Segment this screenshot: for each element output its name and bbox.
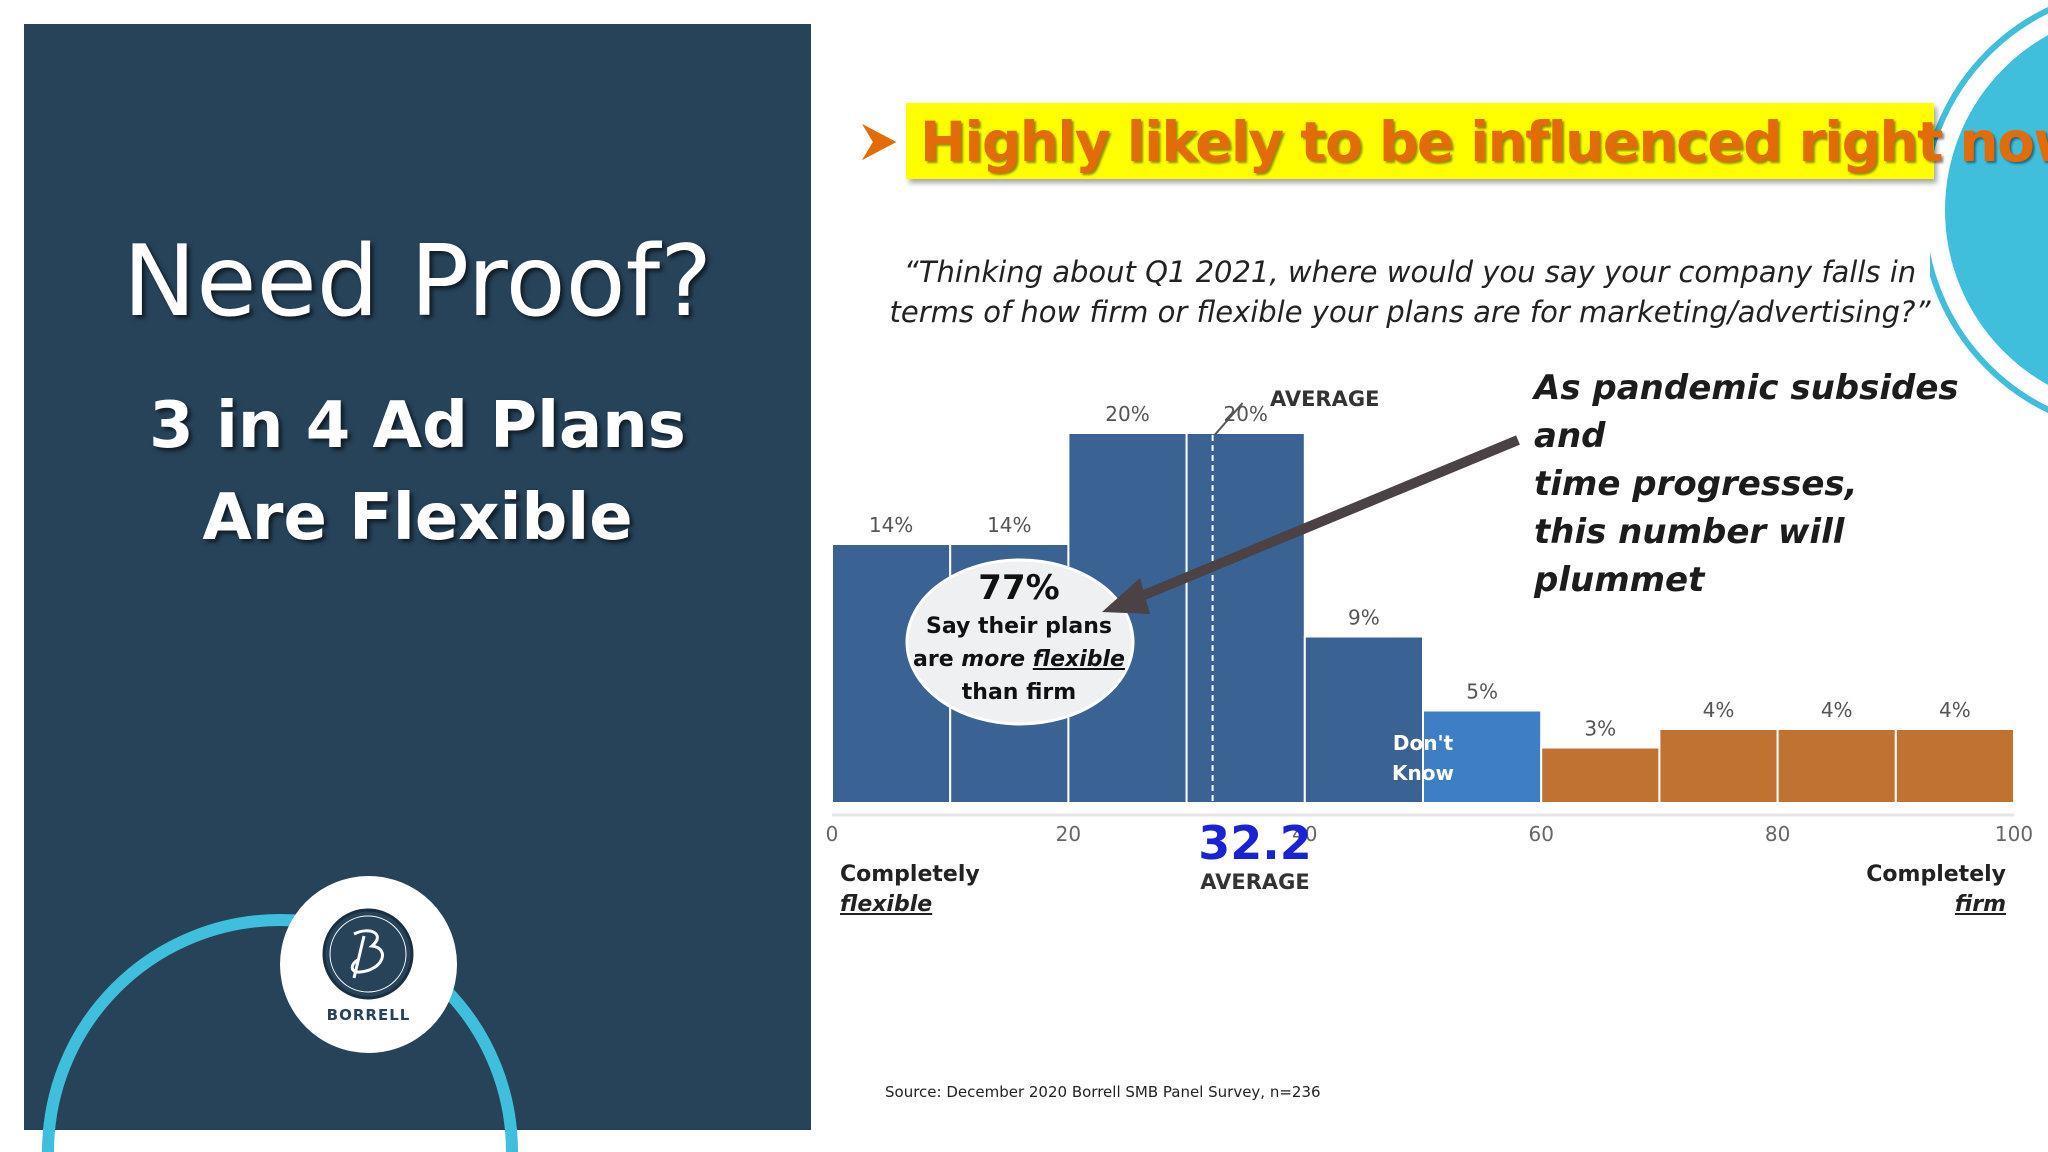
x-tick-4: 80: [1765, 822, 1790, 846]
slide-title: Need Proof?: [122, 225, 713, 339]
x-tick-0: 0: [826, 822, 839, 846]
x-tick-5: 100: [1995, 822, 2033, 846]
survey-question: “Thinking about Q1 2021, where would you…: [860, 252, 1960, 332]
headline-highlight: [906, 103, 1934, 179]
bar-label-8: 4%: [1821, 698, 1853, 722]
left-end-line-2: flexible: [840, 892, 933, 917]
bar-label-7: 4%: [1703, 698, 1735, 722]
summary-oval: [905, 558, 1135, 726]
left-end-line-1: Completely: [840, 862, 980, 887]
cyan-circle: [1945, 35, 2048, 385]
oval-line-1: Say their plans: [925, 614, 1113, 639]
callout-line-3: this number will plummet: [1534, 512, 1845, 600]
average-label-bottom: AVERAGE: [1200, 870, 1310, 894]
x-tick-1: 20: [1056, 822, 1081, 846]
bar-label-9: 4%: [1939, 698, 1971, 722]
bar-8: [1776, 728, 1897, 804]
average-value: 32.2: [1198, 816, 1312, 870]
decorative-arc-left: [42, 914, 518, 1152]
arrow-bullet-icon: [857, 120, 900, 164]
callout-arrow-head: [1102, 578, 1150, 614]
dont-know-line-1: Don't: [1392, 731, 1454, 755]
bar-label-2: 20%: [1105, 402, 1149, 426]
bar-label-0: 14%: [869, 513, 913, 537]
cyan-arc: [42, 914, 518, 1152]
bar-4: [1303, 635, 1425, 804]
bar-6: [1540, 746, 1661, 804]
dont-know-line-2: Know: [1392, 761, 1454, 785]
bar-label-4: 9%: [1348, 606, 1380, 630]
oval-line-3: than firm: [961, 680, 1077, 705]
right-end-line-1: Completely: [1866, 862, 2006, 887]
oval-word-flexible: flexible: [1032, 647, 1125, 672]
dont-know-label: Don't Know: [1370, 728, 1476, 788]
bar-5: [1422, 709, 1543, 804]
slide-subtitle: 3 in 4 Ad Plans Are Flexible: [24, 380, 811, 564]
source-note: Source: December 2020 Borrell SMB Panel …: [885, 1083, 1321, 1101]
right-end-line-2: firm: [1954, 892, 2006, 917]
callout-arrow-line: [1118, 435, 1520, 610]
question-line-1: “Thinking about Q1 2021, where would you…: [903, 255, 1917, 289]
x-tick-3: 60: [1528, 822, 1553, 846]
bar-7: [1658, 728, 1779, 804]
average-pointer-line: [1213, 402, 1244, 436]
oval-line-2-prefix: are: [913, 647, 962, 672]
logo-text: BORRELL: [326, 1006, 411, 1024]
headline: Highly likely to be influenced right now: [920, 110, 2048, 174]
oval-percent: 77%: [978, 568, 1060, 608]
subtitle-line-2: Are Flexible: [202, 481, 633, 555]
callout-line-2: time progresses,: [1534, 464, 1858, 504]
borrell-logo-icon: [322, 908, 414, 1000]
callout-text: As pandemic subsides and time progresses…: [1534, 364, 1994, 604]
bar-label-3: 20%: [1223, 402, 1267, 426]
bar-label-6: 3%: [1584, 717, 1616, 741]
axis-end-label-left: Completely flexible: [840, 860, 980, 920]
summary-oval-text: 77% Say their plans are more flexible th…: [906, 566, 1132, 709]
bar-label-1: 14%: [987, 513, 1031, 537]
bar-9: [1894, 728, 2016, 804]
subtitle-line-1: 3 in 4 Ad Plans: [149, 389, 686, 463]
axis-end-label-right: Completely firm: [1866, 860, 2006, 920]
question-line-2: terms of how firm or flexible your plans…: [889, 295, 1931, 329]
oval-word-more: more: [961, 647, 1026, 672]
bar-3: [1185, 432, 1306, 804]
bar-label-5: 5%: [1466, 680, 1498, 704]
borrell-logo: BORRELL: [280, 876, 457, 1053]
average-label-top: AVERAGE: [1270, 387, 1380, 411]
callout-line-1: As pandemic subsides and: [1534, 368, 1959, 456]
x-tick-2: 40: [1292, 822, 1317, 846]
decorative-circle-right: [1930, 7, 2048, 413]
oval-line-2: are more flexible: [906, 643, 1132, 676]
